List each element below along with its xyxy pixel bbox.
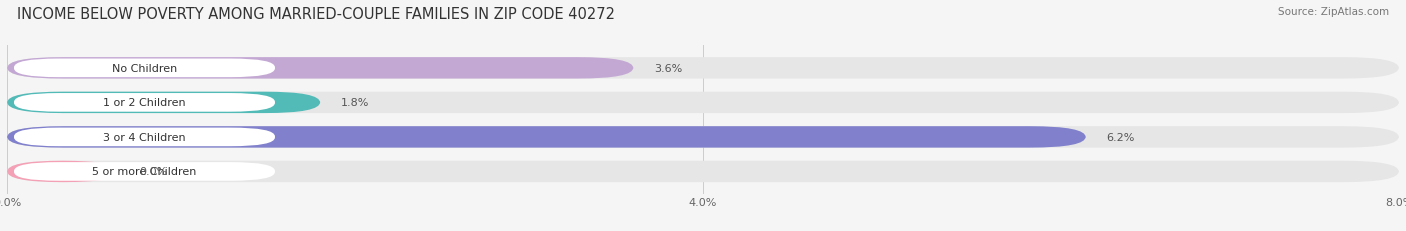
Text: 5 or more Children: 5 or more Children — [93, 167, 197, 177]
FancyBboxPatch shape — [7, 58, 1399, 79]
FancyBboxPatch shape — [7, 161, 1399, 182]
Text: INCOME BELOW POVERTY AMONG MARRIED-COUPLE FAMILIES IN ZIP CODE 40272: INCOME BELOW POVERTY AMONG MARRIED-COUPL… — [17, 7, 614, 22]
FancyBboxPatch shape — [7, 92, 321, 114]
FancyBboxPatch shape — [7, 58, 633, 79]
FancyBboxPatch shape — [14, 94, 276, 112]
Text: Source: ZipAtlas.com: Source: ZipAtlas.com — [1278, 7, 1389, 17]
FancyBboxPatch shape — [14, 59, 276, 78]
Text: 6.2%: 6.2% — [1107, 132, 1135, 142]
FancyBboxPatch shape — [14, 128, 276, 147]
Text: 1 or 2 Children: 1 or 2 Children — [103, 98, 186, 108]
FancyBboxPatch shape — [7, 127, 1085, 148]
Text: No Children: No Children — [112, 64, 177, 73]
FancyBboxPatch shape — [7, 92, 1399, 114]
FancyBboxPatch shape — [7, 161, 118, 182]
Text: 0.0%: 0.0% — [139, 167, 167, 177]
FancyBboxPatch shape — [7, 127, 1399, 148]
Text: 3.6%: 3.6% — [654, 64, 682, 73]
FancyBboxPatch shape — [14, 162, 276, 181]
Text: 1.8%: 1.8% — [342, 98, 370, 108]
Text: 3 or 4 Children: 3 or 4 Children — [103, 132, 186, 142]
